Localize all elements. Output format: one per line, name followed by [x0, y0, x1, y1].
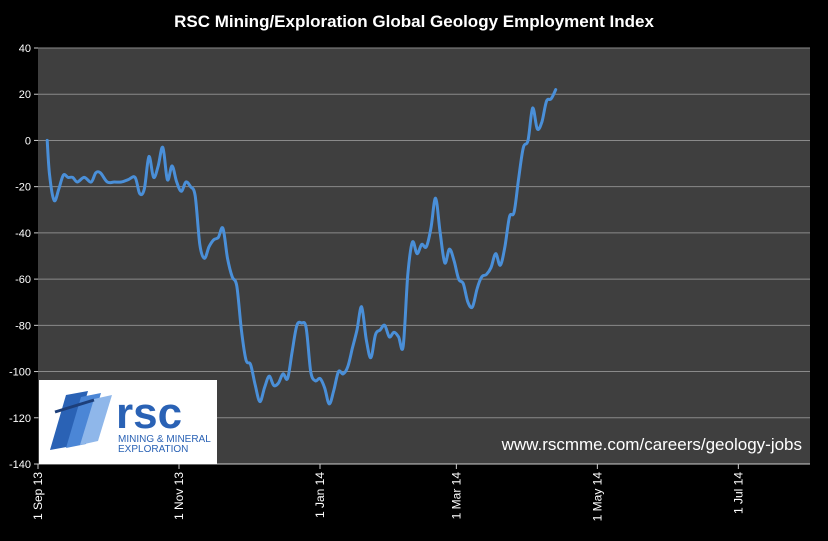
y-tick-label: -120 [9, 413, 31, 425]
rsc-logo: rsc MINING & MINERAL EXPLORATION [39, 380, 217, 464]
logo-line2: EXPLORATION [118, 444, 188, 455]
y-axis: 40 20 0 -20 -40 -60 -80 -100 -120 -140 [9, 43, 38, 471]
logo-line1: MINING & MINERAL [118, 434, 211, 445]
series-line [45, 88, 558, 406]
x-tick-label: 1 Mar 14 [449, 472, 463, 520]
logo-main-text: rsc [116, 389, 182, 438]
logo-mark-icon [50, 391, 112, 450]
x-tick-label: 1 Jan 14 [313, 472, 327, 518]
y-tick-label: -100 [9, 367, 31, 379]
x-tick-label: 1 Sep 13 [31, 472, 45, 520]
y-tick-label: -40 [15, 228, 31, 240]
x-tick-label: 1 Jul 14 [731, 472, 745, 514]
y-tick-label: -80 [15, 320, 31, 332]
x-tick-label: 1 May 14 [590, 472, 604, 522]
gridlines [38, 47, 810, 465]
y-tick-label: -20 [15, 182, 31, 194]
y-tick-label: 0 [25, 135, 31, 147]
y-tick-label: -60 [15, 274, 31, 286]
x-axis: 1 Sep 13 1 Nov 13 1 Jan 14 1 Mar 14 1 May 14… [31, 463, 810, 522]
y-tick-label: 20 [19, 89, 31, 101]
x-tick-label: 1 Nov 13 [172, 472, 186, 520]
y-tick-label: 40 [19, 43, 31, 55]
chart-title: RSC Mining/Exploration Global Geology Em… [174, 12, 654, 31]
y-tick-label: -140 [9, 459, 31, 471]
source-url: www.rscmme.com/careers/geology-jobs [501, 435, 802, 454]
